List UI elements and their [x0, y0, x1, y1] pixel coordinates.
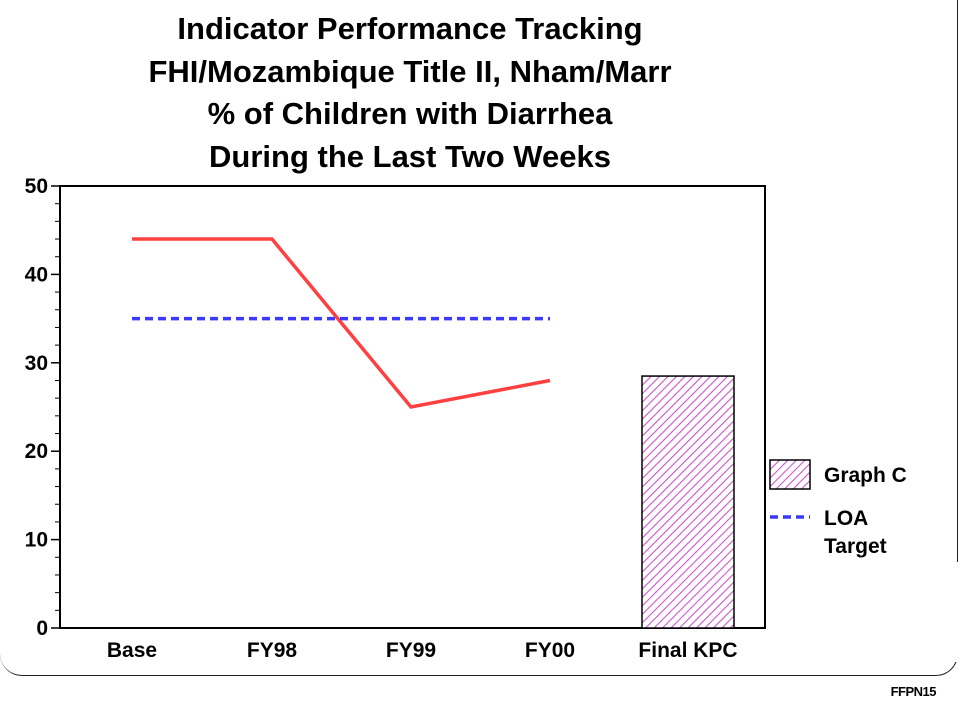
- legend-label-target: Target: [824, 535, 887, 558]
- x-tick-label: FY98: [247, 639, 298, 662]
- y-tick-label: 30: [25, 352, 48, 375]
- chart-title: Indicator Performance Tracking FHI/Mozam…: [0, 8, 820, 178]
- plot-frame: [59, 185, 766, 629]
- x-tick-label: FY99: [386, 639, 436, 662]
- title-line-4: During the Last Two Weeks: [209, 138, 611, 174]
- legend-cover: [862, 562, 960, 662]
- legend-swatch-bar: [769, 459, 811, 490]
- title-line-1: Indicator Performance Tracking: [177, 11, 643, 46]
- y-tick-label: 0: [36, 617, 48, 640]
- footer-code: FFPN15: [890, 684, 937, 699]
- y-tick-label: 10: [25, 529, 48, 552]
- y-tick-label: 40: [25, 263, 48, 286]
- chart-panel: [0, 0, 958, 676]
- y-tick-label: 20: [25, 440, 48, 463]
- indicator-line: [132, 237, 551, 409]
- legend-label-graph-c: Graph C: [824, 464, 907, 487]
- title-line-3: % of Children with Diarrhea: [207, 96, 613, 131]
- bar-final-kpc: [641, 375, 735, 629]
- x-tick-label: Final KPC: [638, 639, 737, 662]
- legend-label-loa: LOA: [824, 507, 868, 530]
- x-tick-label: Base: [107, 639, 157, 662]
- y-tick-label: 50: [25, 175, 48, 198]
- x-tick-label: FY00: [525, 639, 575, 662]
- title-line-2: FHI/Mozambique Title II, Nham/Marr: [148, 53, 672, 89]
